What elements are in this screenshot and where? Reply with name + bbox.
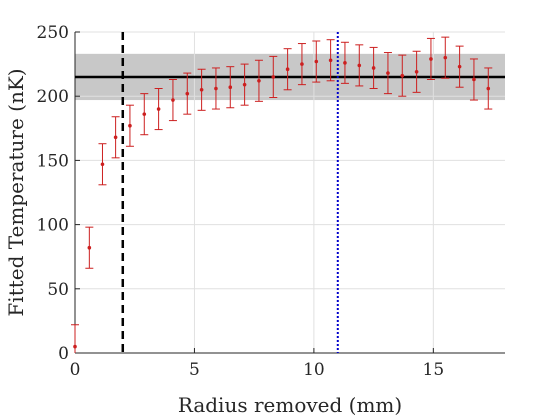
data-point: [443, 55, 448, 60]
x-tick-label: 15: [423, 360, 445, 380]
x-axis-title: Radius removed (mm): [178, 393, 402, 417]
data-point: [486, 86, 491, 91]
data-point: [185, 91, 190, 96]
data-point: [314, 59, 319, 64]
data-point: [386, 71, 390, 75]
data-point: [343, 61, 347, 65]
data-point: [171, 98, 175, 102]
data-point: [73, 344, 77, 349]
data-point: [113, 135, 118, 140]
data-point: [371, 66, 376, 70]
x-tick-label: 5: [189, 360, 200, 380]
x-tick-label: 10: [303, 360, 325, 380]
data-point: [357, 63, 362, 68]
data-point: [472, 77, 476, 82]
data-point: [457, 64, 462, 69]
data-point: [87, 245, 92, 250]
y-tick-label: 200: [37, 87, 69, 107]
data-point: [199, 87, 204, 92]
data-points-layer: [71, 36, 493, 353]
y-tick-label: 250: [37, 23, 69, 43]
data-point: [429, 57, 433, 61]
grid-layer: [74, 31, 505, 354]
y-tick-label: 50: [47, 280, 69, 300]
data-point: [142, 112, 147, 116]
y-tick-label: 100: [37, 216, 69, 236]
y-axis-title: Fitted Temperature (nK): [4, 68, 28, 316]
y-tick-label: 150: [37, 151, 69, 171]
data-point: [271, 75, 276, 79]
data-point: [328, 58, 333, 63]
data-point: [156, 107, 161, 111]
data-point: [400, 73, 405, 78]
data-point: [128, 123, 132, 128]
data-point: [214, 86, 218, 91]
data-point: [228, 85, 233, 90]
x-tick-label: 0: [70, 360, 81, 380]
data-point: [300, 62, 304, 66]
y-tick-label: 0: [58, 344, 69, 364]
data-point: [242, 82, 247, 87]
data-point: [414, 70, 419, 74]
labels-layer: Radius removed (mm) Fitted Temperature (…: [4, 68, 402, 417]
data-point: [257, 78, 261, 83]
data-point: [100, 162, 105, 167]
data-point: [285, 67, 290, 72]
reference-lines-layer: [75, 32, 505, 353]
